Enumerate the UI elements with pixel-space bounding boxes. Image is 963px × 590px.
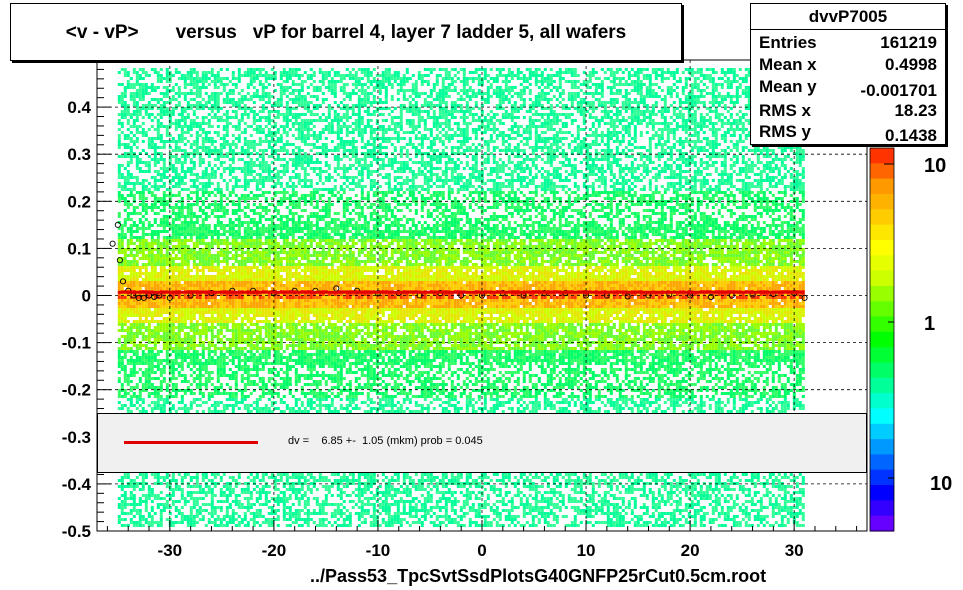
stats-value: 161219 bbox=[880, 33, 937, 53]
y-tick-label: 0.1 bbox=[67, 239, 91, 258]
histogram-name: dvvP7005 bbox=[751, 7, 945, 27]
palette-cell bbox=[870, 423, 894, 440]
x-tick-label: 0 bbox=[477, 541, 486, 560]
profile-point bbox=[109, 240, 116, 247]
y-tick-label: -0.4 bbox=[62, 475, 92, 494]
palette-cell bbox=[870, 163, 894, 180]
palette-label: 10 bbox=[924, 155, 946, 177]
profile-point bbox=[801, 294, 808, 301]
palette-cell bbox=[870, 301, 894, 318]
stats-row-rms-x: RMS x 18.23 bbox=[759, 101, 937, 123]
profile-point bbox=[624, 293, 631, 300]
x-tick-label: 20 bbox=[681, 541, 700, 560]
palette-cell bbox=[870, 331, 894, 348]
palette-cell bbox=[870, 224, 894, 241]
y-tick-label: -0.5 bbox=[62, 522, 91, 541]
profile-point bbox=[116, 257, 123, 264]
palette-cell bbox=[870, 377, 894, 394]
palette-cell bbox=[870, 316, 894, 333]
palette-frame bbox=[869, 147, 895, 532]
stats-value: 0.4998 bbox=[885, 55, 937, 75]
x-tick-label: -10 bbox=[366, 541, 391, 560]
palette-cell bbox=[870, 393, 894, 409]
legend-fit-line bbox=[124, 441, 258, 444]
title-box: <v - vP> versus vP for barrel 4, layer 7… bbox=[10, 3, 682, 61]
profile-point bbox=[707, 293, 714, 300]
x-tick-label: 10 bbox=[577, 541, 596, 560]
profile-point bbox=[114, 221, 121, 228]
stats-box: dvvP7005 Entries 161219 Mean x 0.4998 Me… bbox=[750, 3, 946, 145]
chart-title: <v - vP> versus vP for barrel 4, layer 7… bbox=[11, 22, 681, 44]
stats-key: Mean x bbox=[759, 55, 817, 75]
stats-separator bbox=[751, 29, 945, 30]
palette-label: 10 bbox=[930, 473, 952, 495]
color-palette: 10 1 10 bbox=[869, 147, 952, 532]
palette-cell bbox=[870, 469, 894, 486]
x-tick-label: 30 bbox=[785, 541, 804, 560]
y-tick-label: -0.2 bbox=[62, 381, 91, 400]
palette-cell bbox=[870, 194, 894, 210]
y-tick-label: -0.1 bbox=[62, 334, 91, 353]
y-tick-label: 0.4 bbox=[67, 98, 91, 117]
y-tick-label: -0.3 bbox=[62, 428, 91, 447]
axes: -30 -20 -10 0 10 20 30 0.4 0.3 0.2 0.1 0 -0.1 -0.2 -0.… bbox=[62, 59, 858, 560]
palette-cell bbox=[870, 239, 894, 256]
palette-cell bbox=[870, 439, 894, 455]
legend-box: dv = 6.85 +- 1.05 (mkm) prob = 0.045 bbox=[97, 413, 867, 473]
stats-key: Mean y bbox=[759, 77, 817, 97]
x-tick-label: -20 bbox=[262, 541, 287, 560]
y-tick-label: 0.2 bbox=[67, 192, 91, 211]
stats-value: 18.23 bbox=[894, 101, 937, 121]
stats-row-mean-x: Mean x 0.4998 bbox=[759, 55, 937, 77]
x-tick-label: -30 bbox=[158, 541, 183, 560]
profile-point bbox=[119, 278, 127, 285]
y-tick-label: 0.3 bbox=[67, 145, 91, 164]
palette-cell bbox=[870, 270, 894, 287]
palette-cell bbox=[870, 285, 894, 302]
y-tick-label: 0 bbox=[82, 287, 91, 306]
palette-cell bbox=[870, 515, 894, 532]
palette-cell bbox=[870, 255, 894, 272]
stats-value: -0.001701 bbox=[860, 81, 937, 101]
file-path-label: ../Pass53_TpcSvtSsdPlotsG40GNFP25rCut0.5… bbox=[310, 566, 766, 587]
palette-cell bbox=[870, 347, 894, 364]
profile-point bbox=[166, 294, 173, 301]
stats-row-mean-y: Mean y -0.001701 bbox=[759, 77, 937, 101]
palette-cell bbox=[870, 362, 894, 379]
palette-cell bbox=[870, 148, 894, 164]
stats-row-entries: Entries 161219 bbox=[759, 33, 937, 55]
palette-cell bbox=[870, 485, 894, 501]
legend-fit-text: dv = 6.85 +- 1.05 (mkm) prob = 0.045 bbox=[288, 435, 483, 447]
palette-cell bbox=[870, 408, 894, 425]
palette-cell bbox=[870, 454, 894, 471]
palette-cell bbox=[870, 178, 894, 195]
palette-label: 1 bbox=[924, 313, 935, 335]
profile-point bbox=[140, 294, 147, 301]
stats-key: Entries bbox=[759, 33, 817, 53]
stats-value: 0.1438 bbox=[885, 126, 937, 146]
stats-row-rms-y: RMS y 0.1438 bbox=[759, 122, 937, 146]
palette-cell bbox=[870, 209, 894, 226]
palette-cell bbox=[870, 500, 894, 517]
stats-key: RMS x bbox=[759, 101, 811, 121]
stats-key: RMS y bbox=[759, 122, 811, 142]
